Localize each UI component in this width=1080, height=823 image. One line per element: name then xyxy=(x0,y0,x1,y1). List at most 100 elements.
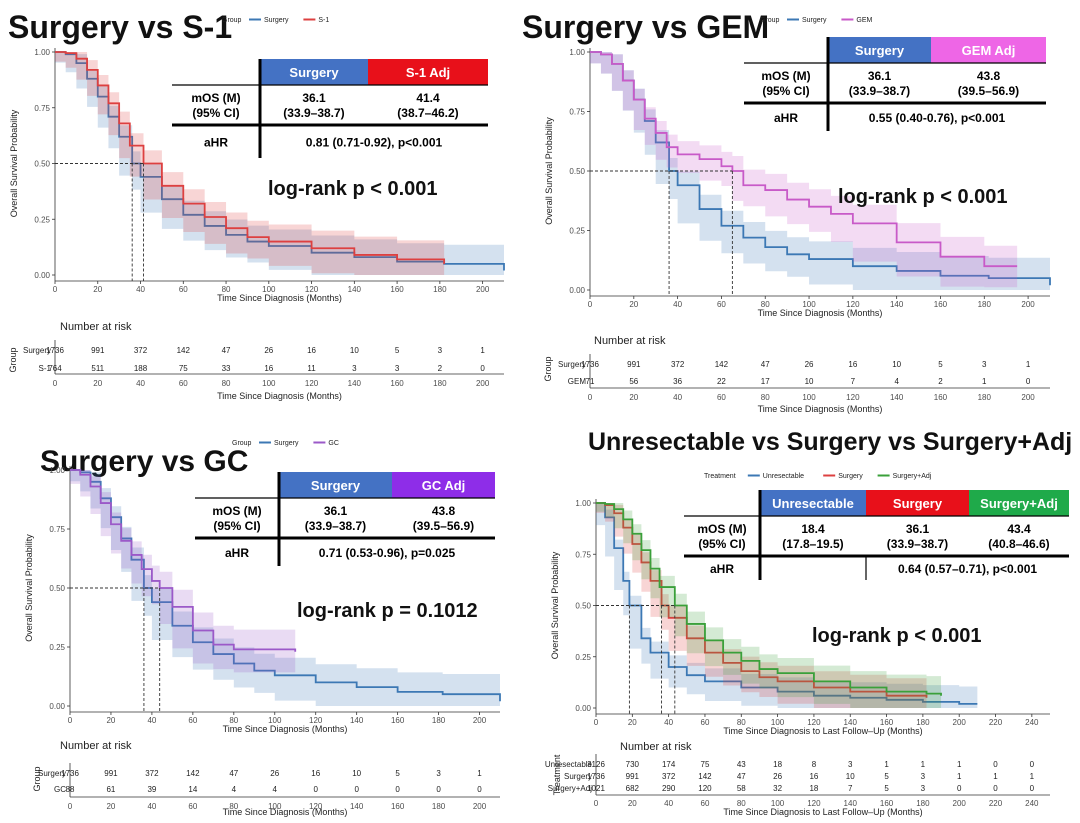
risk-value-1-8: 5 xyxy=(884,772,889,781)
risk-value-1-10: 1 xyxy=(957,772,962,781)
risk-x-tick-5: 100 xyxy=(268,802,282,811)
risk-value-0-3: 75 xyxy=(701,760,710,769)
x-tick-label-7: 140 xyxy=(348,285,362,294)
x-tick-label-3: 60 xyxy=(701,718,710,727)
risk-x-tick-7: 140 xyxy=(350,802,364,811)
risk-value-0-3: 142 xyxy=(186,769,200,778)
risk-x-tick-1: 20 xyxy=(93,379,102,388)
risk-value-1-10: 0 xyxy=(1026,377,1031,386)
risk-value-0-4: 47 xyxy=(229,769,238,778)
median-value-0: 36.1 xyxy=(868,69,892,83)
risk-x-tick-8: 160 xyxy=(934,393,948,402)
risk-x-tick-5: 100 xyxy=(802,393,816,402)
risk-x-tick-0: 0 xyxy=(68,802,73,811)
table-header-bg-0 xyxy=(760,490,866,516)
x-tick-label-0: 0 xyxy=(68,716,73,725)
table-header-bg-0 xyxy=(260,59,368,85)
axes: 0.00 0.25 0.50 0.75 1.00 0 20 40 60 80 100 120 140 16… xyxy=(24,466,500,734)
table-header-0: Surgery xyxy=(855,43,905,58)
risk-x-tick-8: 160 xyxy=(391,802,405,811)
y-tick-label-3: 0.75 xyxy=(569,108,585,117)
median-value-1: 43.8 xyxy=(977,69,1001,83)
ahr-value: 0.64 (0.57–0.71), p<0.001 xyxy=(898,562,1037,576)
risk-value-1-4: 47 xyxy=(737,772,746,781)
x-tick-label-1: 20 xyxy=(106,716,115,725)
km-panel-4: Unresectable vs Surgery vs Surgery+Adj Tr… xyxy=(545,428,1072,817)
risk-x-tick-4: 80 xyxy=(229,802,238,811)
risk-title: Number at risk xyxy=(620,741,692,753)
risk-value-0-8: 1 xyxy=(884,760,889,769)
risk-value-1-3: 75 xyxy=(179,364,188,373)
risk-row-label-1: S-1 xyxy=(39,364,52,373)
x-tick-label-6: 120 xyxy=(846,300,860,309)
y-tick-label-0: 0.00 xyxy=(575,704,591,713)
risk-value-0-3: 142 xyxy=(177,346,191,355)
y-axis-title: Overall Survival Probability xyxy=(9,109,19,217)
risk-value-2-11: 0 xyxy=(993,784,998,793)
risk-x-tick-3: 60 xyxy=(179,379,188,388)
risk-x-tick-9: 180 xyxy=(916,799,930,808)
risk-x-tick-2: 40 xyxy=(147,802,156,811)
x-tick-label-12: 240 xyxy=(1025,718,1039,727)
legend-label-0: Surgery xyxy=(274,440,299,447)
logrank-text: log-rank p < 0.001 xyxy=(268,178,438,200)
risk-row-label-0: Surgery xyxy=(23,346,51,355)
risk-value-1-2: 188 xyxy=(134,364,148,373)
risk-value-0-0: 1736 xyxy=(46,346,64,355)
logrank-text: log-rank p < 0.001 xyxy=(812,625,982,647)
risk-x-tick-8: 160 xyxy=(880,799,894,808)
risk-value-1-1: 56 xyxy=(629,377,638,386)
ci-value-0: (33.9–38.7) xyxy=(283,106,344,120)
x-tick-label-7: 140 xyxy=(844,718,858,727)
risk-x-tick-7: 140 xyxy=(890,393,904,402)
survival-curve-2 xyxy=(596,502,942,696)
risk-value-1-8: 2 xyxy=(938,377,943,386)
table-header-bg-1 xyxy=(368,59,488,85)
risk-x-tick-8: 160 xyxy=(390,379,404,388)
risk-value-1-9: 2 xyxy=(438,364,443,373)
x-tick-label-0: 0 xyxy=(588,300,593,309)
legend-title: Group xyxy=(232,440,252,447)
risk-value-1-8: 0 xyxy=(395,785,400,794)
ahr-label: aHR xyxy=(710,562,734,576)
risk-value-0-7: 10 xyxy=(350,346,359,355)
risk-value-1-0: 88 xyxy=(66,785,75,794)
risk-value-2-10: 0 xyxy=(957,784,962,793)
mos-label: mOS (M) xyxy=(191,91,240,105)
risk-x-tick-10: 200 xyxy=(1021,393,1035,402)
x-axis-title: Time Since Diagnosis to Last Follow–Up (… xyxy=(723,726,922,736)
legend-label-1: GC xyxy=(328,440,339,447)
risk-value-0-5: 18 xyxy=(773,760,782,769)
table-header-1: GEM Adj xyxy=(962,43,1016,58)
x-tick-label-8: 160 xyxy=(390,285,404,294)
ci-label: (95% CI) xyxy=(192,106,239,120)
y-tick-label-1: 0.25 xyxy=(49,643,65,652)
mos-label: mOS (M) xyxy=(212,504,261,518)
x-tick-label-2: 40 xyxy=(136,285,145,294)
risk-value-0-2: 372 xyxy=(134,346,148,355)
risk-value-0-8: 5 xyxy=(938,360,943,369)
y-axis-title: Overall Survival Probability xyxy=(550,551,560,659)
risk-value-1-11: 1 xyxy=(993,772,998,781)
legend-label-1: GEM xyxy=(856,17,872,24)
risk-x-tick-7: 140 xyxy=(844,799,858,808)
x-tick-label-1: 20 xyxy=(628,718,637,727)
risk-x-tick-6: 120 xyxy=(305,379,319,388)
x-tick-label-2: 40 xyxy=(147,716,156,725)
risk-row-label-0: Surgery xyxy=(558,360,586,369)
table-header-1: S-1 Adj xyxy=(406,65,450,80)
risk-value-1-8: 3 xyxy=(395,364,400,373)
legend: Group Surgery GC xyxy=(232,440,339,447)
ahr-value: 0.55 (0.40-0.76), p<0.001 xyxy=(869,111,1006,125)
risk-value-0-0: 1736 xyxy=(61,769,79,778)
y-tick-label-1: 0.25 xyxy=(34,215,50,224)
risk-value-2-12: 0 xyxy=(1030,784,1035,793)
x-tick-label-7: 140 xyxy=(890,300,904,309)
risk-x-tick-3: 60 xyxy=(701,799,710,808)
ci-value-1: (38.7–46.2) xyxy=(397,106,458,120)
legend-title: Treatment xyxy=(704,473,736,480)
y-tick-label-1: 0.25 xyxy=(575,653,591,662)
